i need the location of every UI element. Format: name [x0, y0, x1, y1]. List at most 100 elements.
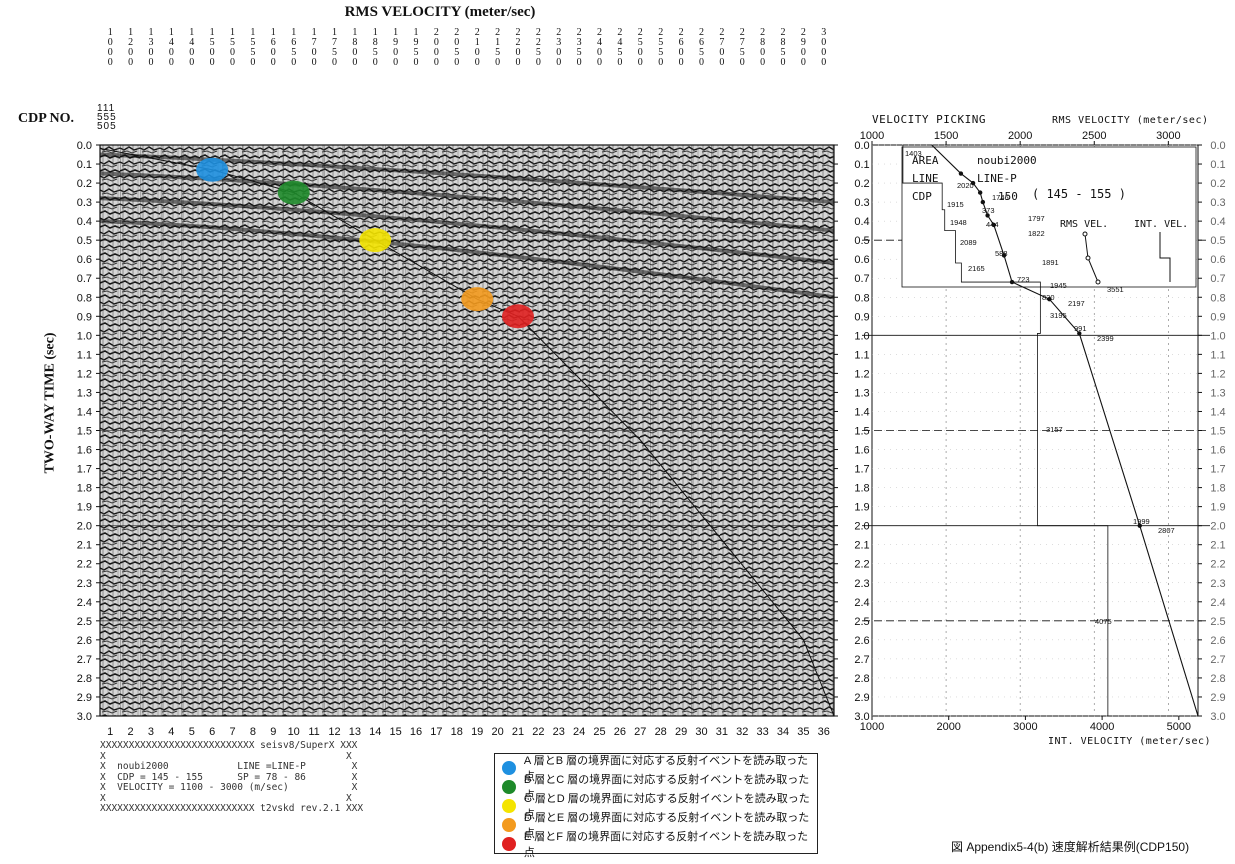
- right-time-label: 1.8: [1210, 483, 1225, 495]
- velocity-annotation: 4075: [1095, 617, 1112, 626]
- rms-pick-point: [1001, 253, 1007, 258]
- rms-top-tick: 3000: [1156, 130, 1180, 142]
- right-time-label: 2.5: [1210, 616, 1225, 628]
- rms-vel-glyph-point: [1095, 279, 1101, 285]
- int-bottom-tick: 5000: [1167, 721, 1191, 733]
- y-tick-label-right: 2.6: [854, 635, 869, 647]
- panel-number-label: 27: [634, 726, 646, 738]
- velocity-annotation: 3551: [1107, 285, 1124, 294]
- panel-number-label: 15: [390, 726, 402, 738]
- velocity-annotation: 820: [1042, 293, 1055, 302]
- y-tick-label-right: 2.0: [854, 521, 869, 533]
- legend-item-b: B 層とC 層の境界面に対応する反射イベントを読み取った点: [502, 774, 817, 802]
- y-tick-label-right: 0.9: [854, 311, 869, 323]
- right-time-label: 2.3: [1210, 578, 1225, 590]
- y-tick-label: 1.7: [77, 464, 92, 476]
- int-bottom-tick: 4000: [1090, 721, 1114, 733]
- rms-top-tick: 1000: [860, 130, 884, 142]
- velocity-annotation: 1891: [1042, 258, 1059, 267]
- panel-number-label: 24: [573, 726, 585, 738]
- right-time-label: 3.0: [1210, 711, 1225, 723]
- panel-number-label: 32: [736, 726, 748, 738]
- velocity-annotation: 2197: [1068, 299, 1085, 308]
- y-tick-label-right: 2.9: [854, 692, 869, 704]
- panel-number-label: 23: [553, 726, 565, 738]
- legend-item-e: E 層とF 層の境界面に対応する反射イベントを読み取った点: [502, 831, 817, 859]
- right-time-label: 2.8: [1210, 673, 1225, 685]
- right-time-label: 0.5: [1210, 235, 1225, 247]
- right-time-label: 2.6: [1210, 635, 1225, 647]
- legend-label-b: B 層とC 層の境界面に対応する反射イベントを読み取った点: [523, 774, 810, 802]
- right-time-label: 1.9: [1210, 502, 1225, 514]
- panel-number-label: 20: [491, 726, 503, 738]
- y-tick-label: 0.2: [77, 178, 92, 190]
- velocity-annotation: 444: [986, 220, 999, 229]
- velocity-annotation: 2399: [1097, 334, 1114, 343]
- seismic-gather-panel: 0.0 0.0 0.1 0.1 0.2 0.2 0.3 0.3 0.4 0.4 0.5 0.5 0.6 0…: [77, 140, 870, 738]
- y-tick-label-right: 1.0: [854, 330, 869, 342]
- legend-item-c: C 層とD 層の境界面に対応する反射イベントを読み取った点: [502, 793, 817, 821]
- reflector-band: [99, 219, 835, 300]
- velocity-annotation: 1999: [1133, 517, 1150, 526]
- panel-number-label: 4: [168, 726, 174, 738]
- y-tick-label: 0.3: [77, 197, 92, 209]
- panel-number-label: 13: [349, 726, 361, 738]
- cdp-no-label: CDP NO.: [18, 111, 74, 126]
- y-tick-label: 1.3: [77, 387, 92, 399]
- reflector-band: [99, 152, 835, 205]
- panel-number-label: 31: [716, 726, 728, 738]
- y-tick-label: 1.9: [77, 502, 92, 514]
- panel-number-label: 17: [430, 726, 442, 738]
- panel-number-label: 25: [593, 726, 605, 738]
- y-tick-label: 0.1: [77, 159, 92, 171]
- panel-number-label: 26: [614, 726, 626, 738]
- y-tick-label-right: 0.0: [854, 140, 869, 152]
- legend-label-e: E 層とF 層の境界面に対応する反射イベントを読み取った点: [523, 831, 809, 859]
- y-tick-label: 1.1: [77, 349, 92, 361]
- panel-number-label: 21: [512, 726, 524, 738]
- velocity-annotation: 373: [982, 206, 995, 215]
- velocity-annotation: 2089: [960, 238, 977, 247]
- y-tick-label: 0.8: [77, 292, 92, 304]
- cdp-info-value: 150: [998, 190, 1018, 203]
- y-tick-label: 2.6: [77, 635, 92, 647]
- panel-number-label: 28: [655, 726, 667, 738]
- right-time-label: 1.0: [1210, 330, 1225, 342]
- right-time-label: 0.9: [1210, 311, 1225, 323]
- y-tick-label-right: 2.3: [854, 578, 869, 590]
- rms-top-tick: 2000: [1008, 130, 1032, 142]
- legend-dot-e: [502, 837, 516, 851]
- y-tick-label: 1.0: [77, 330, 92, 342]
- panel-number-label: 36: [818, 726, 830, 738]
- legend-dot-d: [502, 818, 516, 832]
- cdp-range-top: 111 555 505: [97, 103, 117, 132]
- y-tick-label: 0.9: [77, 311, 92, 323]
- rms-pick-point: [991, 222, 997, 228]
- panel-number-label: 33: [757, 726, 769, 738]
- rms-pick-point: [1047, 296, 1052, 302]
- right-time-label: 0.1: [1210, 159, 1225, 171]
- panel-number-label: 22: [532, 726, 544, 738]
- velocity-annotation: 1948: [950, 218, 967, 227]
- pick-d-marker: [461, 287, 494, 312]
- velocity-annotation: 1915: [947, 200, 964, 209]
- y-tick-label-right: 0.8: [854, 292, 869, 304]
- right-time-label: 0.6: [1210, 254, 1225, 266]
- figure-caption: 図 Appendix5-4(b) 速度解析結果例(CDP150): [951, 840, 1190, 854]
- y-tick-label: 0.7: [77, 273, 92, 285]
- panel-number-label: 2: [128, 726, 134, 738]
